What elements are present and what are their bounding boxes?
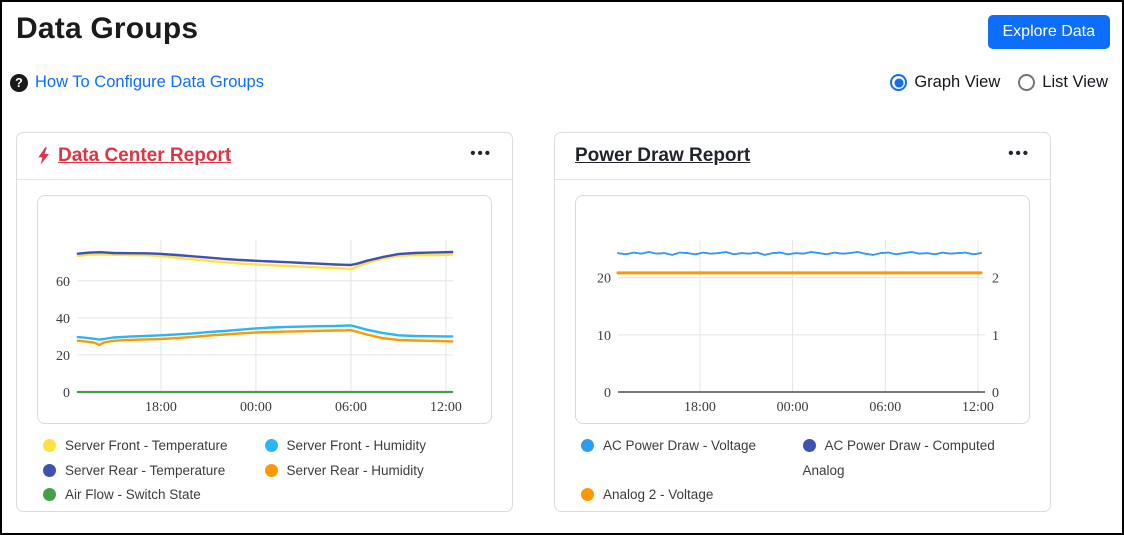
chart-legend: AC Power Draw - Voltage AC Power Draw - C… <box>581 434 1024 508</box>
legend-color-dot <box>264 439 278 452</box>
svg-text:60: 60 <box>56 275 70 290</box>
alert-lightning-icon <box>37 147 50 165</box>
radio-button-icon[interactable] <box>890 74 908 91</box>
page-header: Data Groups Explore Data <box>2 2 1122 49</box>
legend-color-dot <box>43 488 56 502</box>
svg-text:06:00: 06:00 <box>335 400 367 415</box>
svg-text:10: 10 <box>597 329 611 344</box>
svg-text:12:00: 12:00 <box>430 400 462 415</box>
legend-label: Server Front - Humidity <box>286 438 427 453</box>
card-header: Power Draw Report ••• <box>555 133 1050 180</box>
legend-item[interactable]: Server Rear - Temperature <box>43 459 265 484</box>
how-to-configure-link[interactable]: How To Configure Data Groups <box>35 73 264 91</box>
legend-item[interactable]: Server Front - Temperature <box>43 434 265 459</box>
radio-button-icon[interactable] <box>1018 74 1036 91</box>
svg-text:06:00: 06:00 <box>869 400 901 415</box>
list-view-radio[interactable]: List View <box>1018 73 1108 92</box>
svg-text:2: 2 <box>992 272 999 287</box>
card-power-draw-report: Power Draw Report ••• 0 10 20 0 1 2 18:00 00:00… <box>554 132 1051 512</box>
legend-label: Server Front - Temperature <box>65 438 228 453</box>
legend-color-dot <box>43 439 56 452</box>
card-data-center-report: Data Center Report ••• 0 20 40 60 18:00 00:00… <box>16 132 513 512</box>
chart-legend: Server Front - Temperature Server Front -… <box>43 434 486 508</box>
legend-color-dot <box>802 439 816 452</box>
legend-item[interactable]: Air Flow - Switch State <box>43 483 265 508</box>
explore-data-button[interactable]: Explore Data <box>987 15 1110 49</box>
svg-text:0: 0 <box>63 386 70 401</box>
ellipsis-menu-icon[interactable]: ••• <box>466 142 492 171</box>
ellipsis-menu-icon[interactable]: ••• <box>1004 142 1030 171</box>
legend-label: Air Flow - Switch State <box>65 487 201 503</box>
svg-text:0: 0 <box>992 386 999 401</box>
legend-label: Server Rear - Humidity <box>286 462 424 478</box>
card-title-link[interactable]: Data Center Report <box>58 145 232 166</box>
svg-text:20: 20 <box>56 349 70 364</box>
chart-container: 0 10 20 0 1 2 18:00 00:00 06:00 12:00 <box>575 195 1030 424</box>
card-header: Data Center Report ••• <box>17 133 512 180</box>
card-body: 0 10 20 0 1 2 18:00 00:00 06:00 12:00 AC Power Dr… <box>555 180 1050 508</box>
legend-label: Server Rear - Temperature <box>65 462 226 478</box>
page-title: Data Groups <box>16 12 199 45</box>
list-view-label: List View <box>1042 73 1108 91</box>
legend-color-dot <box>581 488 594 502</box>
legend-label: AC Power Draw - Computed Analog <box>802 438 995 478</box>
subheader: ? How To Configure Data Groups Graph Vie… <box>2 49 1122 92</box>
card-body: 0 20 40 60 18:00 00:00 06:00 12:00 Server Front… <box>17 180 512 508</box>
svg-text:00:00: 00:00 <box>240 400 272 415</box>
line-chart[interactable]: 0 20 40 60 18:00 00:00 06:00 12:00 <box>38 196 491 423</box>
chart-container: 0 20 40 60 18:00 00:00 06:00 12:00 <box>37 195 492 424</box>
graph-view-radio[interactable]: Graph View <box>890 73 1000 92</box>
svg-text:12:00: 12:00 <box>962 400 994 415</box>
graph-view-label: Graph View <box>914 73 1001 91</box>
legend-color-dot <box>581 439 594 452</box>
svg-text:00:00: 00:00 <box>777 400 809 415</box>
card-grid: Data Center Report ••• 0 20 40 60 18:00 00:00… <box>2 132 1122 512</box>
legend-color-dot <box>264 463 278 477</box>
question-circle-icon: ? <box>10 73 28 92</box>
legend-color-dot <box>43 463 56 477</box>
card-title-link[interactable]: Power Draw Report <box>575 145 751 166</box>
svg-text:0: 0 <box>604 386 611 401</box>
svg-text:40: 40 <box>56 312 70 327</box>
legend-label: AC Power Draw - Voltage <box>603 438 757 453</box>
svg-text:1: 1 <box>992 329 999 344</box>
svg-text:18:00: 18:00 <box>684 400 716 415</box>
help-row: ? How To Configure Data Groups <box>10 73 264 92</box>
legend-item[interactable]: Server Rear - Humidity <box>264 459 487 484</box>
svg-text:20: 20 <box>597 272 611 287</box>
legend-item[interactable]: Analog 2 - Voltage <box>581 483 803 508</box>
svg-text:18:00: 18:00 <box>145 400 177 415</box>
legend-item[interactable]: Server Front - Humidity <box>264 434 487 459</box>
legend-item[interactable]: AC Power Draw - Computed Analog <box>802 434 1025 483</box>
legend-label: Analog 2 - Voltage <box>603 487 714 503</box>
view-toggle: Graph View List View <box>890 73 1108 92</box>
line-chart[interactable]: 0 10 20 0 1 2 18:00 00:00 06:00 12:00 <box>576 196 1029 423</box>
legend-item[interactable]: AC Power Draw - Voltage <box>581 434 803 483</box>
